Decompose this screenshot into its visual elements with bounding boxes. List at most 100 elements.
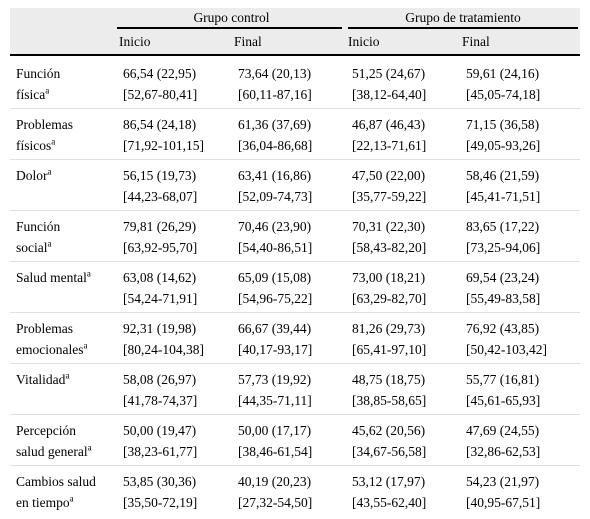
- row-label: Percepción salud generala: [16, 420, 92, 462]
- data-cell: 47,50 (22,00) [35,77-59,22]: [352, 165, 426, 207]
- row-label-line: física: [16, 87, 46, 102]
- cell-line: 63,41 (16,86): [238, 168, 312, 183]
- cell-line: [80,24-104,38]: [123, 342, 204, 357]
- data-cell: 58,46 (21,59) [45,41-71,51]: [466, 165, 540, 207]
- row-separator: [10, 465, 580, 466]
- row-label-line: físicos: [16, 138, 52, 153]
- cell-line: [44,35-71,11]: [238, 393, 312, 408]
- cell-line: [38,85-58,65]: [352, 393, 427, 408]
- cell-line: 79,81 (26,29): [123, 219, 197, 234]
- cell-line: 66,54 (22,95): [123, 66, 197, 81]
- data-cell: 73,00 (18,21) [63,29-82,70]: [352, 267, 426, 309]
- header-bg: [10, 8, 580, 55]
- cell-line: 56,15 (19,73): [123, 168, 197, 183]
- group-header: Grupo de tratamiento: [405, 10, 521, 25]
- cell-line: 71,15 (36,58): [466, 117, 540, 132]
- data-cell: 40,19 (20,23) [27,32-54,50]: [238, 471, 312, 513]
- data-cell: 59,61 (24,16) [45,05-74,18]: [466, 63, 540, 105]
- cell-line: 55,77 (16,81): [466, 372, 540, 387]
- column-header: Inicio: [348, 34, 380, 49]
- cell-line: [63,29-82,70]: [352, 291, 427, 306]
- row-separator: [10, 312, 580, 313]
- row-separator: [10, 159, 580, 160]
- row-label-line: Vitalidad: [16, 372, 66, 387]
- cell-line: 51,25 (24,67): [352, 66, 426, 81]
- cell-line: 58,46 (21,59): [466, 168, 540, 183]
- data-cell: 71,15 (36,58) [49,05-93,26]: [466, 114, 540, 156]
- cell-line: [38,46-61,54]: [238, 444, 313, 459]
- row-label-line: social: [16, 240, 48, 255]
- row-label-line: Función: [16, 219, 61, 234]
- row-label-line: en tiempo: [16, 495, 70, 510]
- cell-line: [52,09-74,73]: [238, 189, 313, 204]
- row-label: Dolora: [16, 165, 52, 186]
- row-label-line: salud general: [16, 444, 88, 459]
- cell-line: [41,78-74,37]: [123, 393, 198, 408]
- row-label-line: Cambios salud: [16, 474, 96, 489]
- row-label: Problemas físicosa: [16, 114, 73, 156]
- cell-line: 76,92 (43,85): [466, 321, 540, 336]
- cell-line: 65,09 (15,08): [238, 270, 312, 285]
- cell-line: 53,12 (17,97): [352, 474, 426, 489]
- cell-line: [27,32-54,50]: [238, 495, 313, 510]
- cell-line: 46,87 (46,43): [352, 117, 426, 132]
- cell-line: [55,49-83,58]: [466, 291, 541, 306]
- row-separator: [10, 210, 580, 211]
- cell-line: [49,05-93,26]: [466, 138, 541, 153]
- row-label-line: Percepción: [16, 423, 76, 438]
- row-label: Función sociala: [16, 216, 60, 258]
- cell-line: 57,73 (19,92): [238, 372, 312, 387]
- row-label: Vitalidada: [16, 369, 69, 390]
- cell-line: [54,40-86,51]: [238, 240, 313, 255]
- data-cell: 66,67 (39,44) [40,17-93,17]: [238, 318, 312, 360]
- data-cell: 70,46 (23,90) [54,40-86,51]: [238, 216, 312, 258]
- cell-line: [71,92-101,15]: [123, 138, 204, 153]
- cell-line: 83,65 (17,22): [466, 219, 540, 234]
- cell-line: [32,86-62,53]: [466, 444, 541, 459]
- data-cell: 51,25 (24,67) [38,12-64,40]: [352, 63, 426, 105]
- row-label-line: Salud mental: [16, 270, 87, 285]
- cell-line: 47,69 (24,55): [466, 423, 540, 438]
- row-label-line: Problemas: [16, 117, 73, 132]
- data-cell: 50,00 (19,47) [38,23-61,77]: [123, 420, 197, 462]
- cell-line: 53,85 (30,36): [123, 474, 197, 489]
- row-label-line: Dolor: [16, 168, 48, 183]
- footnote-mark: a: [47, 166, 52, 177]
- row-separator: [10, 363, 580, 364]
- data-cell: 56,15 (19,73) [44,23-68,07]: [123, 165, 197, 207]
- cell-line: [38,12-64,40]: [352, 87, 427, 102]
- row-separator: [10, 414, 580, 415]
- cell-line: [73,25-94,06]: [466, 240, 541, 255]
- data-cell: 66,54 (22,95) [52,67-80,41]: [123, 63, 197, 105]
- row-label: Problemas emocionalesa: [16, 318, 87, 360]
- group-rule: [348, 27, 578, 29]
- row-separator: [10, 108, 580, 109]
- cell-line: [50,42-103,42]: [466, 342, 547, 357]
- row-label: Salud mentala: [16, 267, 91, 288]
- cell-line: [58,43-82,20]: [352, 240, 427, 255]
- data-cell: 58,08 (26,97) [41,78-74,37]: [123, 369, 197, 411]
- cell-line: [44,23-68,07]: [123, 189, 198, 204]
- data-cell: 46,87 (46,43) [22,13-71,61]: [352, 114, 426, 156]
- group-header: Grupo control: [193, 10, 270, 25]
- footnote-mark: a: [69, 493, 74, 504]
- cell-line: 48,75 (18,75): [352, 372, 426, 387]
- cell-line: [54,96-75,22]: [238, 291, 313, 306]
- data-cell: 73,64 (20,13) [60,11-87,16]: [238, 63, 312, 105]
- data-cell: 83,65 (17,22) [73,25-94,06]: [466, 216, 540, 258]
- cell-line: [52,67-80,41]: [123, 87, 198, 102]
- data-cell: 86,54 (24,18) [71,92-101,15]: [123, 114, 204, 156]
- data-cell: 57,73 (19,92) [44,35-71,11]: [238, 369, 312, 411]
- footnote-mark: a: [83, 340, 88, 351]
- cell-line: [40,95-67,51]: [466, 495, 541, 510]
- cell-line: [60,11-87,16]: [238, 87, 312, 102]
- cell-line: 50,00 (17,17): [238, 423, 312, 438]
- data-cell: 76,92 (43,85) [50,42-103,42]: [466, 318, 547, 360]
- cell-line: [45,61-65,93]: [466, 393, 541, 408]
- row-label-line: emocionales: [16, 342, 84, 357]
- data-cell: 54,23 (21,97) [40,95-67,51]: [466, 471, 540, 513]
- data-cell: 61,36 (37,69) [36,04-86,68]: [238, 114, 312, 156]
- data-cell: 70,31 (22,30) [58,43-82,20]: [352, 216, 426, 258]
- cell-line: [36,04-86,68]: [238, 138, 313, 153]
- column-header: Final: [234, 34, 262, 49]
